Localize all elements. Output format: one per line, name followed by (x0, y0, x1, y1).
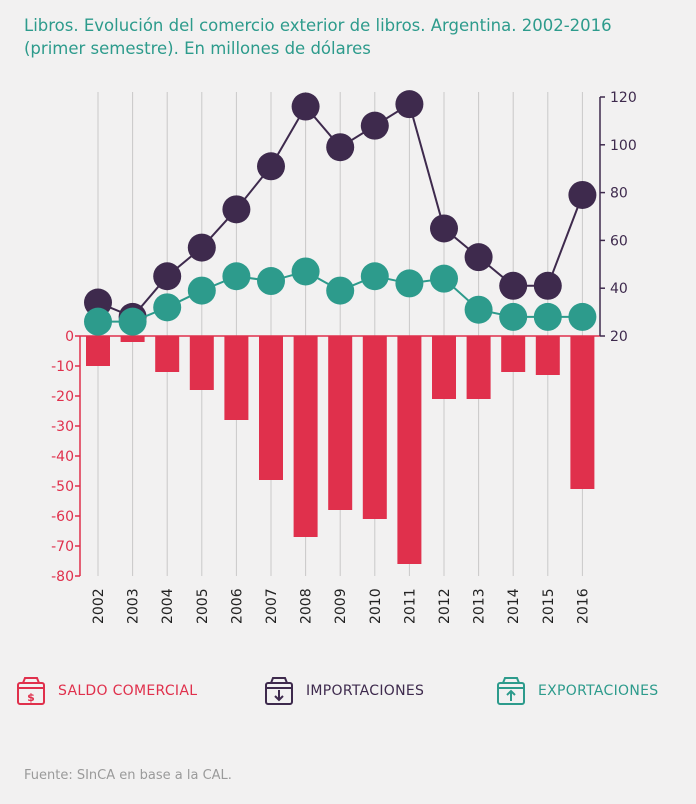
point-exportaciones (499, 302, 528, 331)
point-exportaciones (257, 267, 285, 296)
left-tick-label: -20 (51, 389, 74, 405)
point-importaciones (326, 133, 355, 162)
bar-saldo (155, 336, 180, 372)
point-exportaciones (568, 302, 597, 331)
point-importaciones (360, 111, 389, 140)
x-tick-label: 2009 (333, 588, 349, 624)
chart-canvas: 0 -10 -20 -30 -40 -50 -60 -70 -80 20 40 60 80 100 120 2… (51, 90, 637, 624)
x-tick-label: 2003 (126, 588, 142, 624)
x-tick-label: 2010 (368, 588, 384, 624)
point-importaciones (568, 180, 597, 209)
left-tick-label: -30 (51, 419, 74, 435)
point-exportaciones (395, 269, 424, 298)
x-tick-label: 2004 (160, 588, 176, 624)
chart-title: Libros. Evolución del comercio exterior … (24, 16, 612, 58)
left-tick-label: -10 (51, 359, 74, 375)
point-importaciones (153, 262, 182, 291)
point-exportaciones (326, 276, 355, 305)
box-arrow-up-icon (497, 677, 525, 705)
x-tick-label: 2007 (264, 588, 280, 624)
left-tick-label: -40 (51, 449, 74, 465)
point-importaciones (187, 233, 216, 262)
bar-saldo (466, 336, 491, 399)
point-importaciones (430, 214, 458, 243)
legend-item-saldo: $ SALDO COMERCIAL (16, 676, 197, 706)
bar-saldo (224, 336, 249, 420)
right-tick-label: 60 (610, 233, 628, 249)
left-tick-label: 0 (65, 329, 74, 345)
left-tick-label: -50 (51, 479, 74, 495)
legend-label-saldo: SALDO COMERCIAL (58, 683, 198, 699)
right-tick-label: 40 (610, 281, 628, 297)
right-tick-label: 100 (610, 138, 637, 154)
bar-saldo (501, 336, 526, 372)
bar-saldo (328, 336, 353, 510)
point-exportaciones (291, 257, 320, 286)
tick-labels: 0 -10 -20 -30 -40 -50 -60 -70 -80 20 40 60 80 100 120 2… (51, 90, 637, 624)
x-tick-label: 2006 (229, 588, 245, 624)
point-exportaciones (153, 293, 182, 322)
bar-saldo (259, 336, 283, 480)
left-tick-label: -80 (51, 569, 74, 585)
point-importaciones (533, 271, 562, 300)
x-tick-label: 2013 (472, 588, 488, 624)
point-exportaciones (533, 302, 562, 331)
legend-item-importaciones: IMPORTACIONES (264, 676, 424, 706)
source-note: Fuente: SInCA en base a la CAL. (24, 768, 232, 783)
right-tick-label: 120 (610, 90, 637, 106)
point-exportaciones (360, 262, 389, 291)
box-arrow-down-icon (265, 677, 293, 705)
dollar-box-icon: $ (17, 677, 45, 705)
point-exportaciones (118, 307, 147, 336)
bar-saldo (432, 336, 456, 399)
x-tick-label: 2016 (575, 588, 591, 624)
x-tick-label: 2015 (541, 588, 557, 624)
point-exportaciones (222, 262, 251, 291)
point-importaciones (222, 195, 251, 224)
series-lines (84, 90, 597, 336)
point-exportaciones (187, 276, 216, 305)
bar-saldo (86, 336, 110, 366)
x-tick-label: 2011 (402, 588, 418, 624)
bar-saldo (397, 336, 422, 564)
point-exportaciones (464, 295, 493, 324)
bar-saldo (570, 336, 595, 489)
left-tick-label: -60 (51, 509, 74, 525)
point-exportaciones (84, 307, 112, 336)
legend-item-exportaciones: EXPORTACIONES (496, 676, 658, 706)
left-tick-label: -70 (51, 539, 74, 555)
point-importaciones (291, 92, 320, 121)
svg-text:$: $ (27, 691, 35, 704)
bar-saldo (293, 336, 318, 537)
legend-label-importaciones: IMPORTACIONES (306, 683, 425, 699)
bars-saldo (86, 336, 595, 564)
point-importaciones (499, 271, 528, 300)
point-importaciones (395, 90, 424, 119)
bar-saldo (362, 336, 387, 519)
x-tick-label: 2005 (195, 588, 211, 624)
x-tick-label: 2014 (506, 588, 522, 624)
x-tick-label: 2012 (437, 588, 453, 624)
point-importaciones (464, 243, 493, 272)
x-tick-label: 2002 (91, 588, 107, 624)
point-importaciones (257, 152, 285, 181)
right-tick-label: 20 (610, 329, 628, 345)
legend-label-exportaciones: EXPORTACIONES (538, 683, 659, 699)
point-exportaciones (430, 264, 458, 293)
right-tick-label: 80 (610, 186, 628, 202)
bar-saldo (120, 336, 145, 342)
bar-saldo (535, 336, 560, 375)
bar-saldo (189, 336, 214, 390)
x-tick-label: 2008 (299, 588, 315, 624)
